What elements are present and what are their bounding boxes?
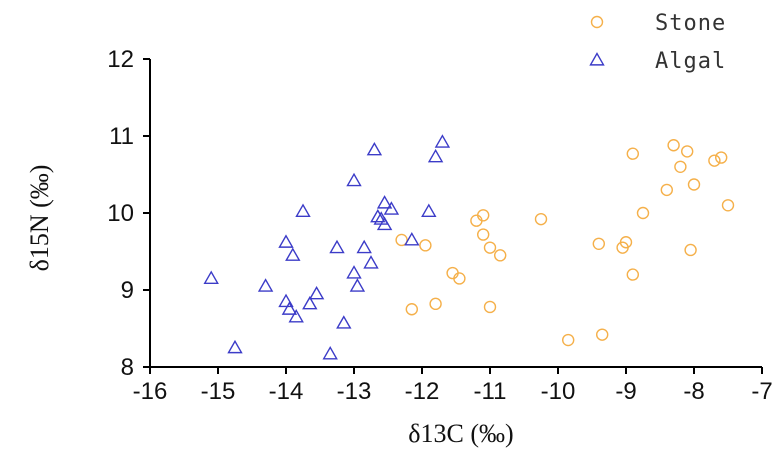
algal-point — [421, 203, 437, 218]
stone-point — [477, 209, 490, 222]
x-tick-label: -16 — [133, 378, 168, 405]
algal-point — [346, 265, 362, 279]
stone-point — [562, 333, 575, 347]
algal-point — [285, 247, 301, 261]
x-tick-label: -10 — [541, 378, 576, 405]
y-tick-label: 10 — [107, 200, 134, 227]
stone-point — [667, 139, 680, 152]
stone-point — [721, 199, 735, 212]
stone-point — [660, 183, 673, 197]
algal-point — [404, 232, 420, 246]
x-tick-label: -12 — [405, 378, 440, 405]
x-tick-label: -9 — [615, 378, 636, 405]
stone-point — [483, 241, 497, 254]
plot-marks — [203, 134, 735, 360]
y-tick-label: 8 — [121, 354, 134, 381]
algal-point — [203, 270, 219, 285]
stone-point — [708, 154, 721, 167]
algal-point — [434, 134, 451, 148]
algal-point — [370, 208, 386, 223]
x-tick-label: -13 — [337, 378, 372, 405]
algal-point — [363, 255, 379, 269]
y-tick-label: 11 — [109, 123, 134, 150]
algal-point — [349, 278, 366, 292]
stone-point — [405, 303, 418, 316]
x-tick-label: -11 — [474, 378, 507, 405]
stone-point — [674, 160, 687, 174]
stone-point — [626, 268, 639, 281]
stone-point — [429, 297, 442, 311]
algal-point — [336, 315, 352, 329]
algal-point — [227, 339, 243, 354]
algal-point — [257, 278, 274, 292]
x-tick-label: -7 — [751, 378, 772, 405]
stone-point — [684, 243, 697, 257]
x-tick-label: -15 — [201, 378, 236, 405]
stone-point — [494, 249, 507, 262]
stone-point — [534, 212, 548, 226]
algal-point — [281, 301, 298, 315]
legend-stone-label: Stone — [655, 11, 726, 36]
y-axis-title: δ15N (‰) — [25, 165, 54, 272]
legend-algal-marker — [589, 52, 605, 66]
stone-point — [483, 300, 497, 314]
ticks: -16 -15 -14 -13 -12 -11 -10 -9 -8 -7 8 9 10 11 12 — [107, 46, 772, 405]
algal-point — [278, 293, 294, 308]
algal-point — [322, 345, 338, 360]
stone-point — [687, 178, 701, 191]
stone-point — [619, 236, 633, 249]
stone-point — [681, 145, 694, 158]
stone-point — [592, 237, 605, 251]
y-tick-label: 12 — [107, 46, 134, 73]
x-tick-label: -14 — [269, 378, 304, 405]
x-tick-label: -8 — [683, 378, 704, 405]
legend-algal-label: Algal — [655, 49, 726, 74]
stone-point — [395, 233, 408, 247]
algal-point — [366, 141, 383, 156]
algal-point — [308, 285, 325, 300]
algal-point — [278, 234, 294, 248]
algal-point — [427, 148, 444, 163]
algal-point — [295, 203, 311, 218]
stone-point — [596, 328, 609, 341]
stone-point — [636, 206, 650, 220]
legend-stone-marker — [590, 15, 604, 29]
x-axis-title: δ13C (‰) — [408, 419, 513, 448]
stone-point — [453, 272, 466, 285]
stone-point — [626, 147, 639, 160]
algal-point — [383, 201, 400, 215]
y-tick-label: 9 — [121, 277, 134, 304]
algal-point — [346, 172, 362, 187]
axes — [149, 59, 762, 368]
stone-point — [477, 228, 490, 241]
algal-point — [302, 295, 318, 310]
algal-point — [288, 309, 304, 323]
algal-point — [329, 239, 345, 254]
stone-point — [419, 239, 432, 252]
legend: Stone Algal — [589, 11, 726, 74]
algal-point — [356, 239, 372, 254]
stone-point — [715, 151, 728, 164]
algal-point — [376, 216, 393, 231]
algal-point — [376, 195, 393, 209]
